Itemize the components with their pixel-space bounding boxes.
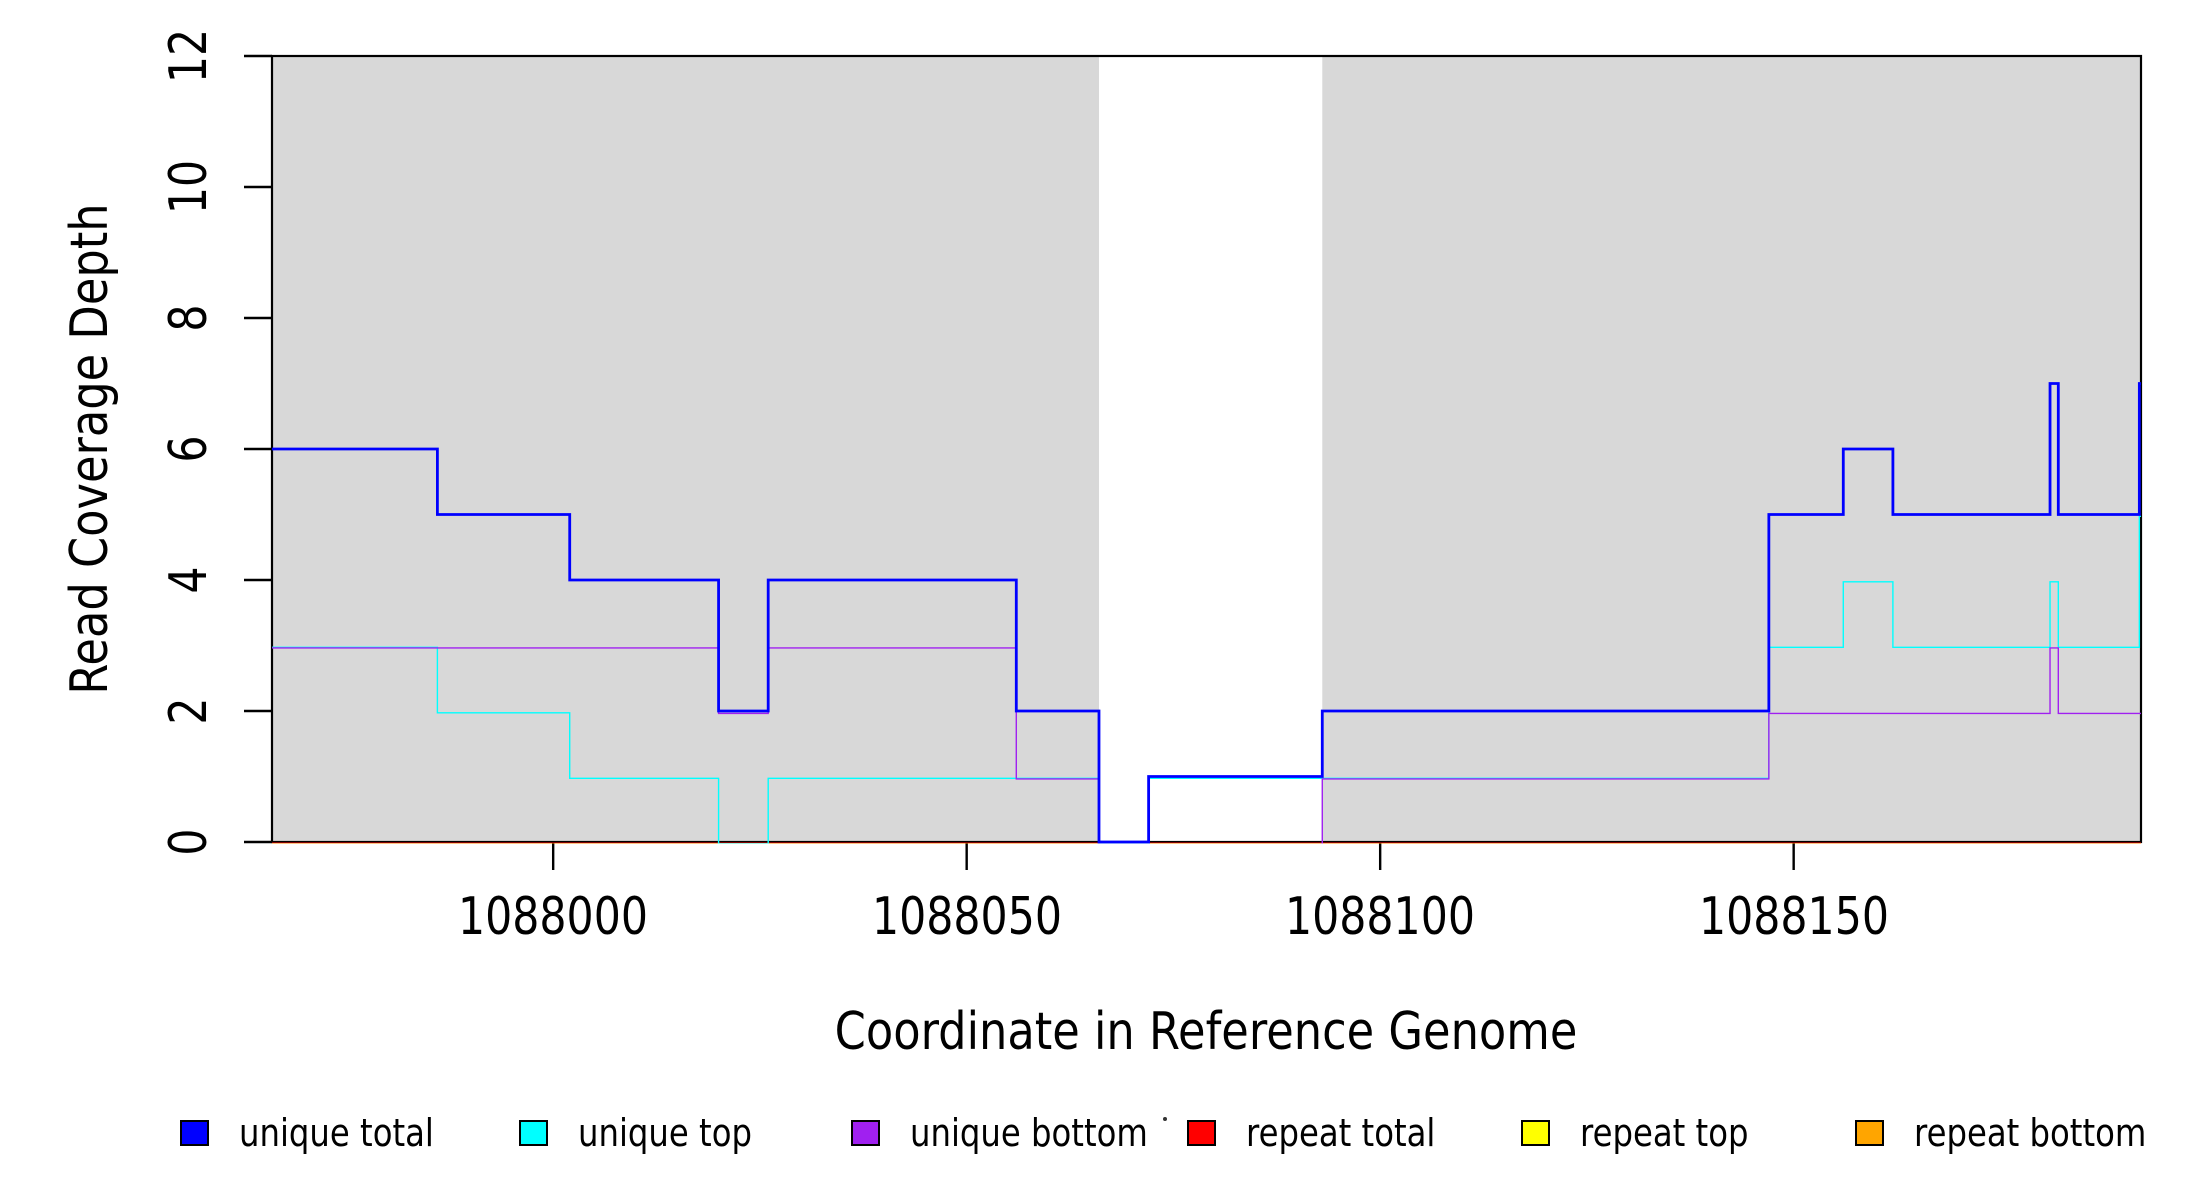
legend-label: unique top: [578, 1111, 752, 1155]
x-axis-title: Coordinate in Reference Genome: [834, 1002, 1578, 1062]
legend-item: repeat bottom: [1855, 1110, 2187, 1156]
legend-item: unique top: [519, 1110, 783, 1156]
legend-label: repeat total: [1246, 1111, 1436, 1155]
legend-item: unique total: [180, 1110, 468, 1156]
y-tick-label: 0: [159, 828, 219, 856]
series-line-unique-bottom: [272, 647, 2141, 844]
x-tick-label: 1088050: [871, 887, 1062, 947]
y-tick-label: 4: [159, 566, 219, 594]
series-group: [272, 382, 2141, 844]
legend-swatch-unique-total: [180, 1120, 209, 1146]
legend-swatch-unique-bottom: [851, 1120, 880, 1146]
legend-swatch-repeat-total: [1187, 1120, 1216, 1146]
repeat-region: [1322, 56, 2141, 842]
x-tick-label: 1088150: [1698, 887, 1889, 947]
y-axis-title: Read Coverage Depth: [60, 203, 120, 695]
legend-item: repeat total: [1187, 1110, 1469, 1156]
series-line-unique-total: [272, 382, 2141, 844]
y-tick-label: 2: [159, 697, 219, 725]
legend-item: repeat top: [1521, 1110, 1778, 1156]
y-tick-label: 6: [159, 435, 219, 463]
legend-item: unique bottom: [851, 1110, 1190, 1156]
y-tick-label: 8: [159, 304, 219, 332]
legend-label: unique total: [239, 1111, 434, 1155]
legend-label: unique bottom: [910, 1111, 1148, 1155]
legend-swatch-repeat-bottom: [1855, 1120, 1884, 1146]
legend-swatch-unique-top: [519, 1120, 548, 1146]
y-tick-label: 10: [159, 159, 219, 215]
legend-swatch-repeat-top: [1521, 1120, 1550, 1146]
legend-label: repeat top: [1580, 1111, 1749, 1155]
x-tick-label: 1088000: [458, 887, 649, 947]
stray-dot: [1163, 1117, 1167, 1121]
y-tick-label: 12: [159, 28, 219, 84]
x-tick-label: 1088100: [1285, 887, 1476, 947]
legend-label: repeat bottom: [1914, 1111, 2147, 1155]
